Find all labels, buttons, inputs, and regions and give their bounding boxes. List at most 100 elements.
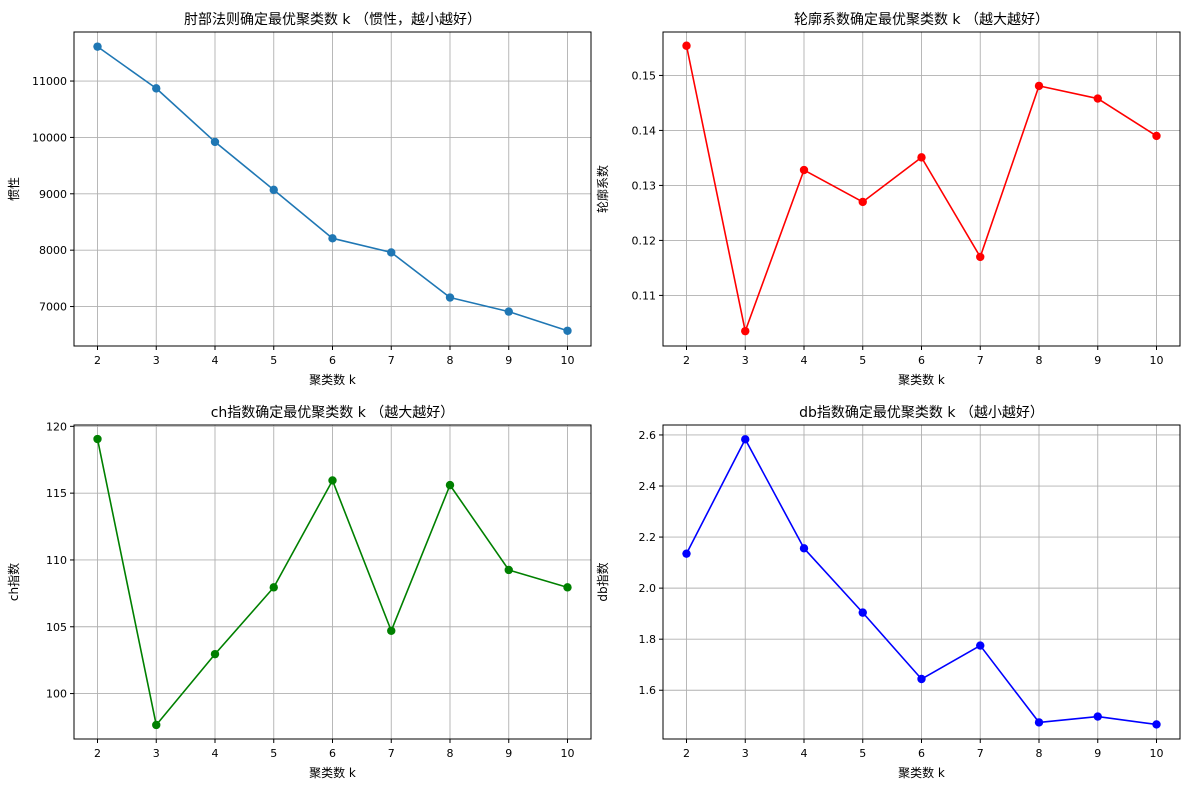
data-point [563, 583, 572, 592]
data-point [504, 307, 513, 316]
data-point [741, 435, 750, 444]
data-point [152, 84, 161, 93]
chart-4: 2 3 4 5 6 7 8 9 10 1.6 1.8 2.0 2.2 2.4 2.6 db指数确定最优聚类数 … [595, 405, 1181, 780]
x-tick-label: 6 [329, 747, 336, 760]
x-tick-label: 3 [153, 747, 160, 760]
data-point [93, 42, 102, 51]
x-tick-label: 8 [1036, 354, 1043, 367]
y-tick-label: 0.14 [632, 124, 657, 137]
data-point [858, 608, 867, 617]
x-axis-label: 聚类数 k [309, 765, 356, 780]
y-tick-label: 0.11 [632, 289, 657, 302]
plot-frame [662, 424, 1181, 740]
data-point [328, 476, 337, 485]
x-tick-label: 7 [388, 747, 395, 760]
x-tick-label: 2 [94, 747, 101, 760]
x-axis-label: 聚类数 k [898, 372, 945, 387]
data-point [917, 153, 926, 162]
x-tick-label: 7 [977, 747, 984, 760]
y-tick-label: 110 [46, 554, 67, 567]
chart-2: 2 3 4 5 6 7 8 9 10 0.11 0.12 0.13 0.14 0.15 轮廓系数确定最优聚类… [595, 11, 1181, 387]
x-tick-label: 7 [977, 354, 984, 367]
data-point [328, 234, 337, 243]
x-tick-label: 2 [94, 354, 101, 367]
x-tick-label: 2 [683, 354, 690, 367]
data-point [152, 720, 161, 730]
data-point [387, 248, 396, 257]
x-tick-label: 9 [1094, 747, 1101, 760]
plot-frame [73, 424, 592, 740]
data-point [210, 649, 220, 659]
x-tick-label: 10 [1150, 747, 1164, 760]
x-tick-label: 9 [505, 747, 512, 760]
x-tick-label: 3 [742, 354, 749, 367]
y-tick-label: 120 [46, 420, 67, 433]
data-point [1152, 720, 1161, 729]
data-point [976, 252, 985, 262]
data-point [387, 626, 396, 635]
y-tick-label: 9000 [39, 188, 67, 201]
chart-title: 肘部法则确定最优聚类数 k （惯性，越小越好） [184, 11, 481, 28]
data-point [682, 41, 691, 50]
data-point [799, 544, 809, 553]
x-tick-label: 4 [801, 747, 808, 760]
chart-3: 2 3 4 5 6 7 8 9 10 100 105 110 115 120 ch指数确定最优聚类数 k （… [6, 405, 592, 780]
y-tick-label: 2.0 [639, 582, 657, 595]
x-tick-label: 9 [505, 354, 512, 367]
y-tick-label: 0.13 [632, 179, 657, 192]
data-point [445, 480, 455, 490]
data-point [445, 293, 455, 302]
data-point [1034, 81, 1044, 91]
x-axis-label: 聚类数 k [898, 765, 945, 780]
plot-frame [662, 31, 1181, 347]
x-tick-label: 8 [1036, 747, 1043, 760]
data-point [1034, 718, 1044, 727]
x-tick-label: 9 [1094, 354, 1101, 367]
data-point [269, 185, 278, 195]
y-axis-label: db指数 [595, 562, 610, 601]
y-tick-label: 2.4 [639, 480, 657, 493]
x-tick-label: 10 [1150, 354, 1164, 367]
x-tick-label: 6 [329, 354, 336, 367]
chart-1: 2 3 4 5 6 7 8 9 10 7000 8000 9000 10000 11000 肘部法则确定最优… [6, 11, 592, 387]
x-tick-label: 6 [918, 747, 925, 760]
x-axis-label: 聚类数 k [309, 372, 356, 387]
y-tick-label: 105 [46, 621, 67, 634]
y-axis-label: 轮廓系数 [595, 165, 610, 213]
x-tick-label: 5 [859, 354, 866, 367]
x-tick-label: 2 [683, 747, 690, 760]
data-point [269, 583, 278, 592]
x-tick-label: 3 [153, 354, 160, 367]
x-tick-label: 3 [742, 747, 749, 760]
y-tick-label: 2.2 [639, 531, 657, 544]
chart-title: ch指数确定最优聚类数 k （越大越好） [211, 405, 455, 421]
x-tick-label: 10 [561, 747, 575, 760]
data-point [1152, 131, 1161, 141]
data-point [1093, 712, 1102, 721]
y-axis-label: 惯性 [6, 177, 21, 201]
y-tick-label: 2.6 [639, 429, 657, 442]
data-point [858, 197, 867, 207]
x-tick-label: 8 [447, 747, 454, 760]
x-tick-label: 4 [212, 747, 219, 760]
x-tick-label: 10 [561, 354, 575, 367]
chart-title: db指数确定最优聚类数 k （越小越好） [799, 405, 1044, 421]
x-tick-label: 8 [447, 354, 454, 367]
data-point [682, 549, 691, 558]
y-tick-label: 115 [46, 487, 67, 500]
x-tick-label: 7 [388, 354, 395, 367]
data-point [976, 641, 985, 650]
data-point [917, 674, 926, 684]
chart-title: 轮廓系数确定最优聚类数 k （越大越好） [794, 11, 1049, 28]
y-tick-label: 1.6 [639, 684, 657, 697]
data-point [563, 326, 572, 335]
plot-frame [73, 31, 592, 347]
data-point [210, 137, 220, 147]
y-tick-label: 1.8 [639, 633, 657, 646]
data-point [93, 434, 102, 444]
y-tick-label: 100 [46, 688, 67, 701]
y-tick-label: 8000 [39, 244, 67, 257]
y-tick-label: 0.15 [632, 69, 657, 82]
y-tick-label: 11000 [32, 75, 67, 88]
